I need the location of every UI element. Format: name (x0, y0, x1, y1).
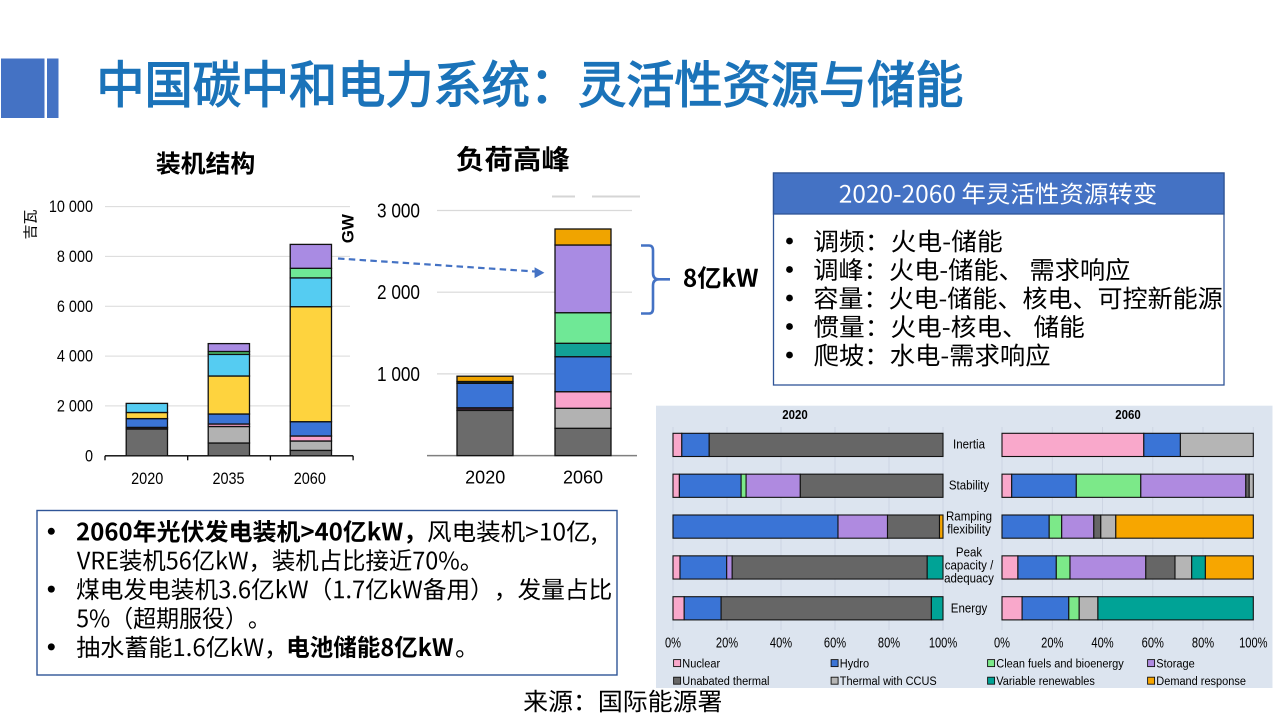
svg-text:2 000: 2 000 (57, 397, 93, 415)
svg-text:Variable renewables: Variable renewables (996, 675, 1095, 689)
svg-text:Energy: Energy (951, 601, 987, 616)
svg-text:40%: 40% (1091, 634, 1113, 651)
svg-text:2035: 2035 (212, 470, 244, 488)
svg-text:80%: 80% (878, 634, 900, 651)
svg-text:40%: 40% (770, 634, 792, 651)
svg-text:0%: 0% (994, 634, 1010, 651)
svg-text:Hydro: Hydro (840, 657, 869, 671)
svg-text:Stability: Stability (949, 478, 989, 493)
svg-text:60%: 60% (1142, 634, 1164, 651)
svg-text:2020: 2020 (782, 407, 808, 422)
svg-text:2020: 2020 (465, 468, 505, 488)
svg-text:Demand response: Demand response (1156, 675, 1246, 689)
svg-text:2 000: 2 000 (377, 281, 420, 304)
svg-text:2060: 2060 (563, 468, 603, 488)
svg-text:4 000: 4 000 (57, 348, 93, 366)
svg-text:0%: 0% (665, 634, 681, 651)
svg-text:20%: 20% (1041, 634, 1063, 651)
svg-text:20%: 20% (716, 634, 738, 651)
svg-text:100%: 100% (1239, 634, 1268, 651)
svg-text:Clean fuels and bioenergy: Clean fuels and bioenergy (996, 657, 1124, 671)
svg-text:1 000: 1 000 (377, 363, 420, 386)
svg-text:adequacy: adequacy (944, 571, 994, 586)
svg-text:8 000: 8 000 (57, 248, 93, 266)
svg-text:Ramping: Ramping (946, 509, 992, 524)
svg-text:Peak: Peak (956, 545, 983, 560)
svg-text:Storage: Storage (1156, 657, 1194, 671)
svg-text:3 000: 3 000 (377, 199, 420, 222)
svg-text:6 000: 6 000 (57, 298, 93, 316)
svg-text:60%: 60% (824, 634, 846, 651)
svg-text:Thermal with CCUS: Thermal with CCUS (840, 675, 937, 689)
svg-text:2060: 2060 (1115, 407, 1141, 422)
svg-text:capacity /: capacity / (945, 558, 994, 573)
svg-text:GW: GW (339, 213, 358, 243)
svg-text:0: 0 (85, 447, 93, 465)
svg-text:Nuclear: Nuclear (682, 657, 720, 671)
svg-text:Inertia: Inertia (953, 437, 985, 452)
svg-text:100%: 100% (929, 634, 958, 651)
svg-text:2060: 2060 (294, 470, 326, 488)
svg-text:2020: 2020 (131, 470, 163, 488)
svg-text:Unabated thermal: Unabated thermal (682, 675, 769, 689)
svg-text:80%: 80% (1192, 634, 1214, 651)
svg-text:flexibility: flexibility (947, 522, 990, 537)
svg-text:10 000: 10 000 (49, 198, 93, 216)
